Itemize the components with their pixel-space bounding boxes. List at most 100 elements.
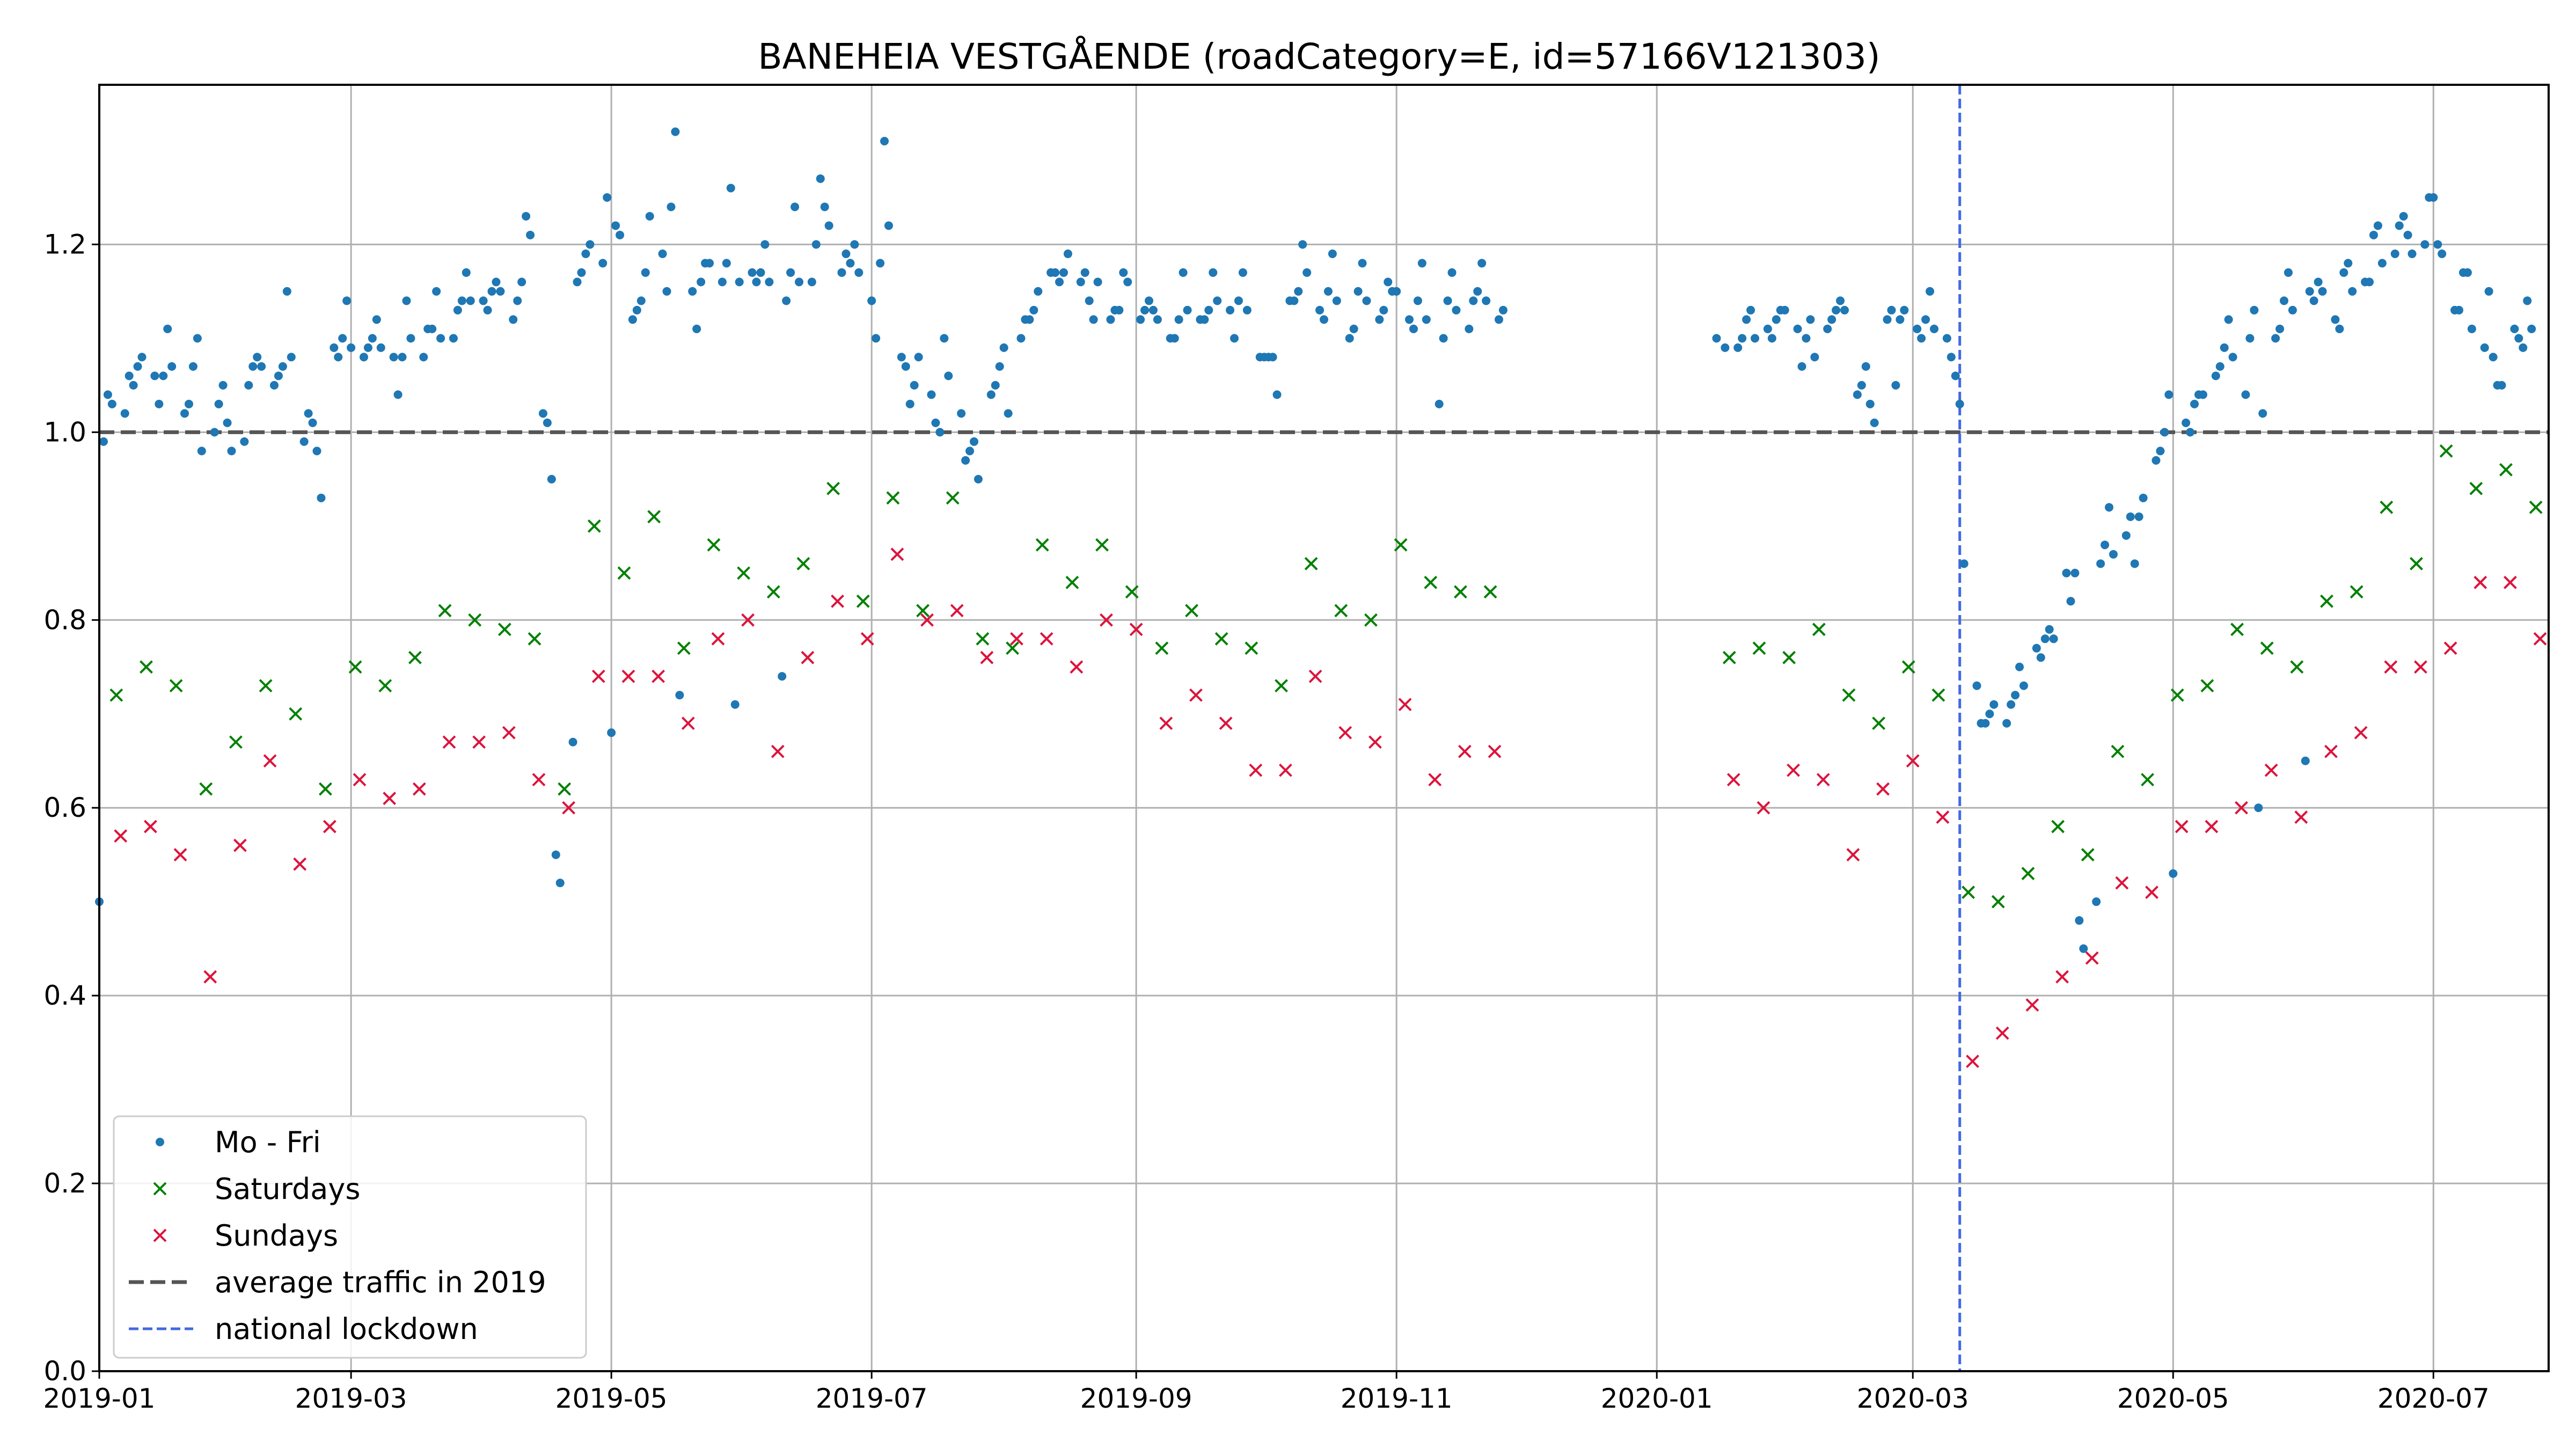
weekday-point <box>2339 268 2348 277</box>
saturday-point <box>1035 538 1049 552</box>
sunday-point <box>1129 623 1143 636</box>
weekday-point <box>1413 296 1422 305</box>
y-tick-label: 0.8 <box>43 604 86 635</box>
saturday-point <box>647 510 661 524</box>
saturday-point <box>1095 538 1109 552</box>
weekday-point <box>901 362 910 371</box>
weekday-point <box>1153 315 1162 324</box>
weekday-point <box>598 259 608 268</box>
weekday-point <box>1409 324 1418 333</box>
weekday-point <box>1917 334 1926 343</box>
legend-box <box>113 1115 587 1359</box>
weekday-point <box>214 399 223 408</box>
weekday-point <box>210 428 219 437</box>
weekday-point <box>760 240 770 249</box>
weekday-point <box>2002 719 2011 728</box>
weekday-point <box>1767 334 1776 343</box>
weekday-point <box>428 324 437 333</box>
saturday-point <box>2439 444 2453 458</box>
sunday-point <box>1010 632 1023 646</box>
weekday-point <box>2130 559 2139 568</box>
weekday-point <box>278 362 287 371</box>
weekday-point <box>1870 418 1879 427</box>
y-tick-label: 0.4 <box>43 980 86 1011</box>
weekday-point <box>671 127 680 136</box>
weekday-point <box>466 296 475 305</box>
weekday-point <box>573 277 582 287</box>
weekday-point <box>1080 268 1089 277</box>
weekday-point <box>730 700 740 709</box>
weekday-point <box>1353 287 1363 296</box>
weekday-point <box>1840 305 1849 314</box>
legend-marker <box>156 1138 164 1146</box>
weekday-point <box>1148 305 1158 314</box>
saturday-point <box>1364 613 1378 627</box>
weekday-point <box>2190 399 2199 408</box>
weekday-point <box>223 418 232 427</box>
weekday-point <box>1469 296 1478 305</box>
weekday-point <box>2377 259 2387 268</box>
weekday-point <box>1119 268 1128 277</box>
weekday-point <box>1379 305 1388 314</box>
weekday-point <box>2036 653 2045 662</box>
saturday-point <box>319 782 332 796</box>
weekday-point <box>1827 315 1836 324</box>
y-tick-label: 0.0 <box>43 1356 86 1387</box>
weekday-point <box>218 380 228 390</box>
weekday-point <box>824 221 833 230</box>
saturday-point <box>1155 641 1169 655</box>
legend-marker <box>153 1182 167 1196</box>
weekday-point <box>1802 334 1811 343</box>
sunday-point <box>2055 970 2069 984</box>
weekday-point <box>2489 353 2498 362</box>
sunday-point <box>890 547 904 561</box>
weekday-point <box>970 437 978 446</box>
saturday-point <box>2200 679 2214 693</box>
saturday-point <box>1722 650 1736 664</box>
saturday-point <box>1782 650 1796 664</box>
weekday-point <box>1443 296 1452 305</box>
weekday-point <box>2109 550 2118 559</box>
weekday-point <box>1946 353 1956 362</box>
weekday-point <box>2121 531 2131 540</box>
weekday-point <box>935 428 945 437</box>
saturday-point <box>1872 716 1886 730</box>
weekday-point <box>2467 324 2476 333</box>
weekday-point <box>2139 493 2148 502</box>
weekday-point <box>1926 287 1935 296</box>
weekday-point <box>603 193 612 202</box>
weekday-point <box>513 296 522 305</box>
weekday-point <box>1106 315 1115 324</box>
weekday-point <box>1896 315 1905 324</box>
saturday-point <box>1304 557 1318 570</box>
y-tick-label: 0.2 <box>43 1168 86 1199</box>
weekday-point <box>436 334 445 343</box>
weekday-point <box>1204 305 1213 314</box>
weekday-point <box>2280 296 2289 305</box>
saturday-point <box>766 585 780 599</box>
saturday-point <box>2081 848 2095 862</box>
weekday-point <box>586 240 595 249</box>
weekday-point <box>432 287 441 296</box>
weekday-point <box>342 296 352 305</box>
weekday-point <box>1887 305 1896 314</box>
weekday-point <box>389 353 398 362</box>
saturday-point <box>2141 773 2155 787</box>
weekday-point <box>581 249 590 258</box>
weekday-point <box>1498 305 1507 314</box>
weekday-point <box>526 230 535 239</box>
weekday-point <box>1473 287 1482 296</box>
weekday-point <box>884 221 893 230</box>
saturday-point <box>1991 895 2005 909</box>
sunday-point <box>2504 575 2517 589</box>
weekday-point <box>1981 719 1990 728</box>
saturday-point <box>2529 500 2543 514</box>
weekday-point <box>1810 353 1819 362</box>
weekday-point <box>248 362 258 371</box>
weekday-point <box>1209 268 1218 277</box>
weekday-point <box>193 334 202 343</box>
sunday-point <box>293 857 307 871</box>
weekday-point <box>2331 315 2340 324</box>
sunday-point <box>920 613 934 627</box>
